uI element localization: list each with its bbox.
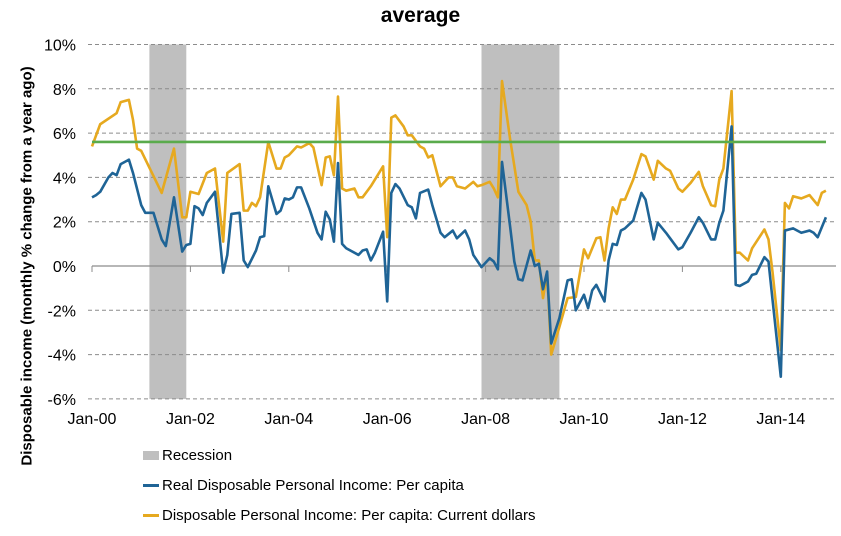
legend-item-real-income: Real Disposable Personal Income: Per cap… [143,477,464,494]
legend-item-nominal-income: Disposable Personal Income: Per capita: … [143,507,536,524]
chart-title: average [380,4,461,27]
y-tick-label: -2% [48,303,76,320]
y-tick-label: -6% [48,392,76,409]
y-tick-label: 0% [53,259,76,276]
y-tick-label: 8% [53,82,76,99]
x-tick-label: Jan-10 [560,411,609,428]
x-tick-label: Jan-00 [68,411,117,428]
recession-swatch [143,451,159,460]
x-tick-label: Jan-14 [756,411,805,428]
x-tick-label: Jan-04 [264,411,313,428]
y-tick-label: -4% [48,348,76,365]
x-tick-label: Jan-08 [461,411,510,428]
y-tick-label: 6% [53,126,76,143]
legend-label: Recession [162,447,233,464]
legend-item-recession: Recession [143,447,232,464]
y-tick-label: 2% [53,215,76,232]
series-swatch [143,514,159,517]
legend-label: Disposable Personal Income: Per capita: … [162,507,536,524]
y-tick-label: 4% [53,170,76,187]
x-tick-label: Jan-02 [166,411,215,428]
series-line [91,125,828,379]
recession-band [481,44,560,399]
series-line [90,79,827,356]
series-swatch [143,484,159,487]
x-tick-label: Jan-06 [363,411,412,428]
x-tick-label: Jan-12 [658,411,707,428]
y-tick-label: 10% [44,38,76,55]
legend-label: Real Disposable Personal Income: Per cap… [162,477,464,494]
